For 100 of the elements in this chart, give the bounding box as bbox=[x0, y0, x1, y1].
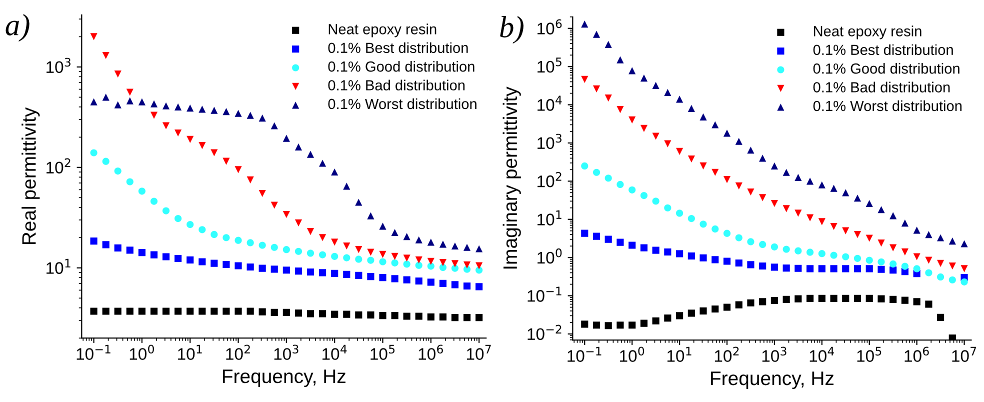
point bbox=[770, 296, 778, 304]
point bbox=[818, 265, 826, 272]
point bbox=[198, 258, 206, 266]
point bbox=[878, 295, 885, 302]
point bbox=[735, 301, 742, 308]
point bbox=[234, 236, 242, 244]
point bbox=[854, 294, 862, 302]
point bbox=[174, 214, 182, 222]
point bbox=[294, 143, 302, 150]
point bbox=[948, 238, 956, 245]
point bbox=[270, 122, 278, 130]
point bbox=[936, 273, 944, 281]
x-tick-label: 10$^{3}$ bbox=[762, 346, 786, 362]
point bbox=[664, 88, 672, 96]
point bbox=[664, 248, 672, 256]
point bbox=[198, 226, 206, 234]
point bbox=[222, 308, 230, 315]
point bbox=[890, 260, 897, 268]
point bbox=[688, 104, 695, 112]
y-tick-label: 10$^{6}$ bbox=[538, 19, 562, 34]
point bbox=[759, 262, 766, 270]
point bbox=[258, 114, 266, 122]
point bbox=[186, 136, 194, 143]
point bbox=[90, 308, 98, 315]
point bbox=[367, 212, 374, 220]
legend-label: Neat epoxy resin bbox=[328, 24, 436, 38]
point bbox=[306, 150, 314, 158]
point bbox=[343, 182, 350, 190]
point bbox=[854, 194, 862, 202]
point bbox=[415, 312, 422, 320]
point bbox=[391, 275, 398, 282]
point bbox=[592, 85, 600, 92]
point bbox=[806, 294, 814, 302]
x-tick-label: 10$^{−1}$ bbox=[76, 344, 110, 360]
y-axis-title: Real permittivity bbox=[22, 107, 40, 244]
point bbox=[936, 234, 944, 242]
point bbox=[960, 265, 968, 272]
point bbox=[355, 256, 362, 263]
point bbox=[628, 67, 636, 74]
point bbox=[628, 116, 636, 124]
point bbox=[415, 236, 422, 244]
point bbox=[246, 308, 254, 315]
point bbox=[712, 168, 719, 176]
point bbox=[770, 162, 778, 170]
point bbox=[379, 222, 386, 230]
point bbox=[198, 106, 206, 113]
point bbox=[476, 245, 483, 252]
point bbox=[640, 124, 648, 132]
point bbox=[936, 314, 944, 321]
chart-title: b) bbox=[500, 16, 524, 44]
point bbox=[925, 231, 932, 238]
point bbox=[604, 40, 612, 48]
point bbox=[150, 100, 158, 108]
point bbox=[890, 266, 897, 274]
point bbox=[712, 256, 719, 264]
x-tick-label: 10$^{−1}$ bbox=[568, 346, 602, 362]
point bbox=[258, 190, 266, 198]
point bbox=[770, 243, 778, 250]
x-tick-label: 10$^{6}$ bbox=[904, 346, 929, 362]
point bbox=[581, 162, 588, 170]
point bbox=[901, 220, 908, 227]
point bbox=[830, 294, 838, 302]
point bbox=[246, 239, 254, 246]
legend-label: Neat epoxy resin bbox=[814, 26, 922, 40]
point bbox=[866, 256, 873, 264]
point bbox=[818, 294, 826, 302]
point bbox=[403, 233, 410, 240]
point bbox=[759, 240, 766, 248]
point bbox=[664, 204, 672, 212]
point bbox=[294, 219, 302, 226]
point bbox=[664, 314, 672, 322]
point bbox=[331, 270, 338, 277]
point bbox=[723, 176, 731, 184]
point bbox=[806, 248, 814, 256]
legend-label: 0.1% Best distribution bbox=[813, 44, 953, 56]
point bbox=[150, 308, 158, 315]
point bbox=[640, 320, 648, 327]
point bbox=[688, 215, 695, 222]
point bbox=[258, 264, 266, 272]
x-tick-label: 10$^{1}$ bbox=[178, 344, 202, 360]
point bbox=[794, 210, 802, 217]
point bbox=[878, 206, 885, 214]
point bbox=[592, 168, 600, 176]
point bbox=[782, 205, 790, 212]
point bbox=[282, 308, 290, 316]
point bbox=[403, 254, 410, 262]
point bbox=[759, 194, 766, 202]
point bbox=[842, 253, 850, 260]
point bbox=[355, 311, 362, 318]
point bbox=[913, 253, 920, 260]
point bbox=[842, 189, 850, 196]
point bbox=[842, 265, 850, 272]
x-tick-label: 10$^{5}$ bbox=[857, 346, 882, 362]
point bbox=[174, 129, 182, 137]
point bbox=[581, 320, 588, 328]
point bbox=[592, 232, 600, 240]
point bbox=[664, 140, 672, 148]
point bbox=[222, 260, 230, 268]
point bbox=[234, 110, 242, 117]
point bbox=[794, 295, 802, 302]
